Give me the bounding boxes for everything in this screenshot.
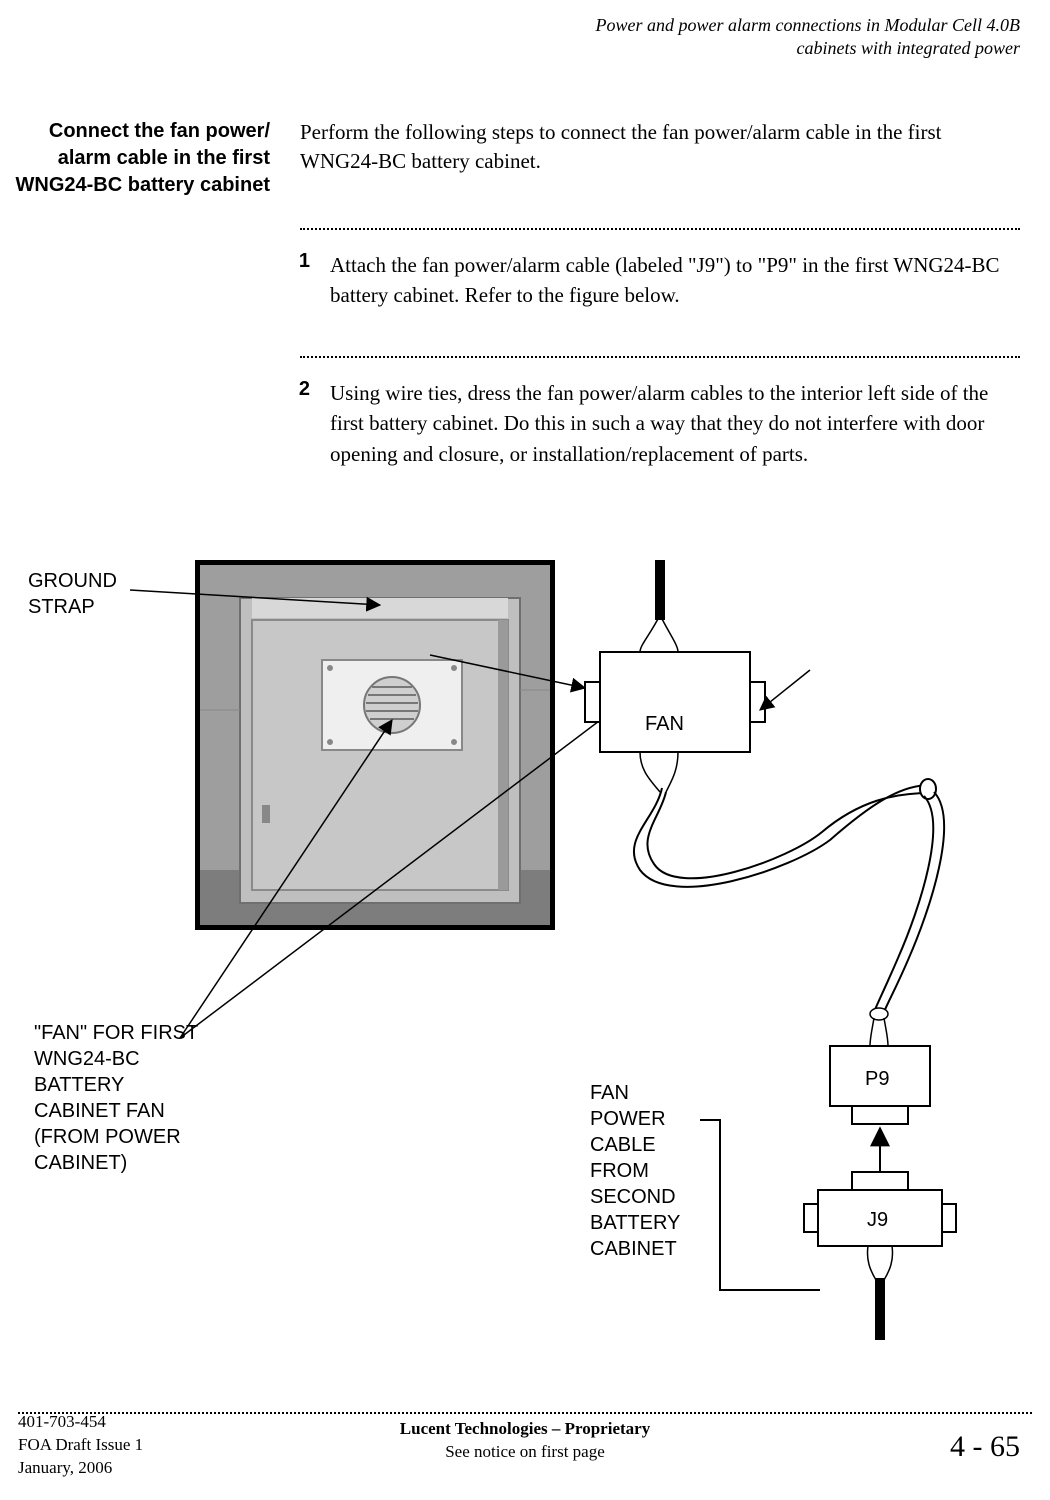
footer-rule — [18, 1412, 1032, 1414]
footer-center: Lucent Technologies – Proprietary See no… — [0, 1418, 1050, 1464]
figure-svg: FAN — [0, 560, 1050, 1340]
fan-box-label: FAN — [645, 713, 684, 735]
step-number: 2 — [280, 378, 310, 401]
intro-paragraph: Perform the following steps to connect t… — [300, 118, 1020, 177]
proprietary-notice: Lucent Technologies – Proprietary — [400, 1419, 650, 1438]
running-header: Power and power alarm connections in Mod… — [596, 14, 1020, 61]
page-number: 4 - 65 — [950, 1430, 1020, 1464]
figure: FAN — [0, 560, 1050, 1340]
header-line1: Power and power alarm connections in Mod… — [596, 15, 1020, 35]
see-notice: See notice on first page — [445, 1442, 605, 1461]
step-text: Attach the fan power/alarm cable (labele… — [330, 250, 1020, 311]
step-number: 1 — [280, 250, 310, 273]
p9-label: P9 — [865, 1068, 889, 1090]
page: Power and power alarm connections in Mod… — [0, 0, 1050, 1500]
header-line2: cabinets with integrated power — [797, 38, 1020, 58]
step-separator — [300, 356, 1020, 358]
step-separator — [300, 228, 1020, 230]
step-text: Using wire ties, dress the fan power/ala… — [330, 378, 1020, 469]
leader-fan-power-cable — [700, 1120, 820, 1290]
leader-to-fan — [760, 670, 810, 710]
j9-label: J9 — [867, 1209, 888, 1231]
section-heading: Connect the fan power/ alarm cable in th… — [10, 118, 270, 199]
